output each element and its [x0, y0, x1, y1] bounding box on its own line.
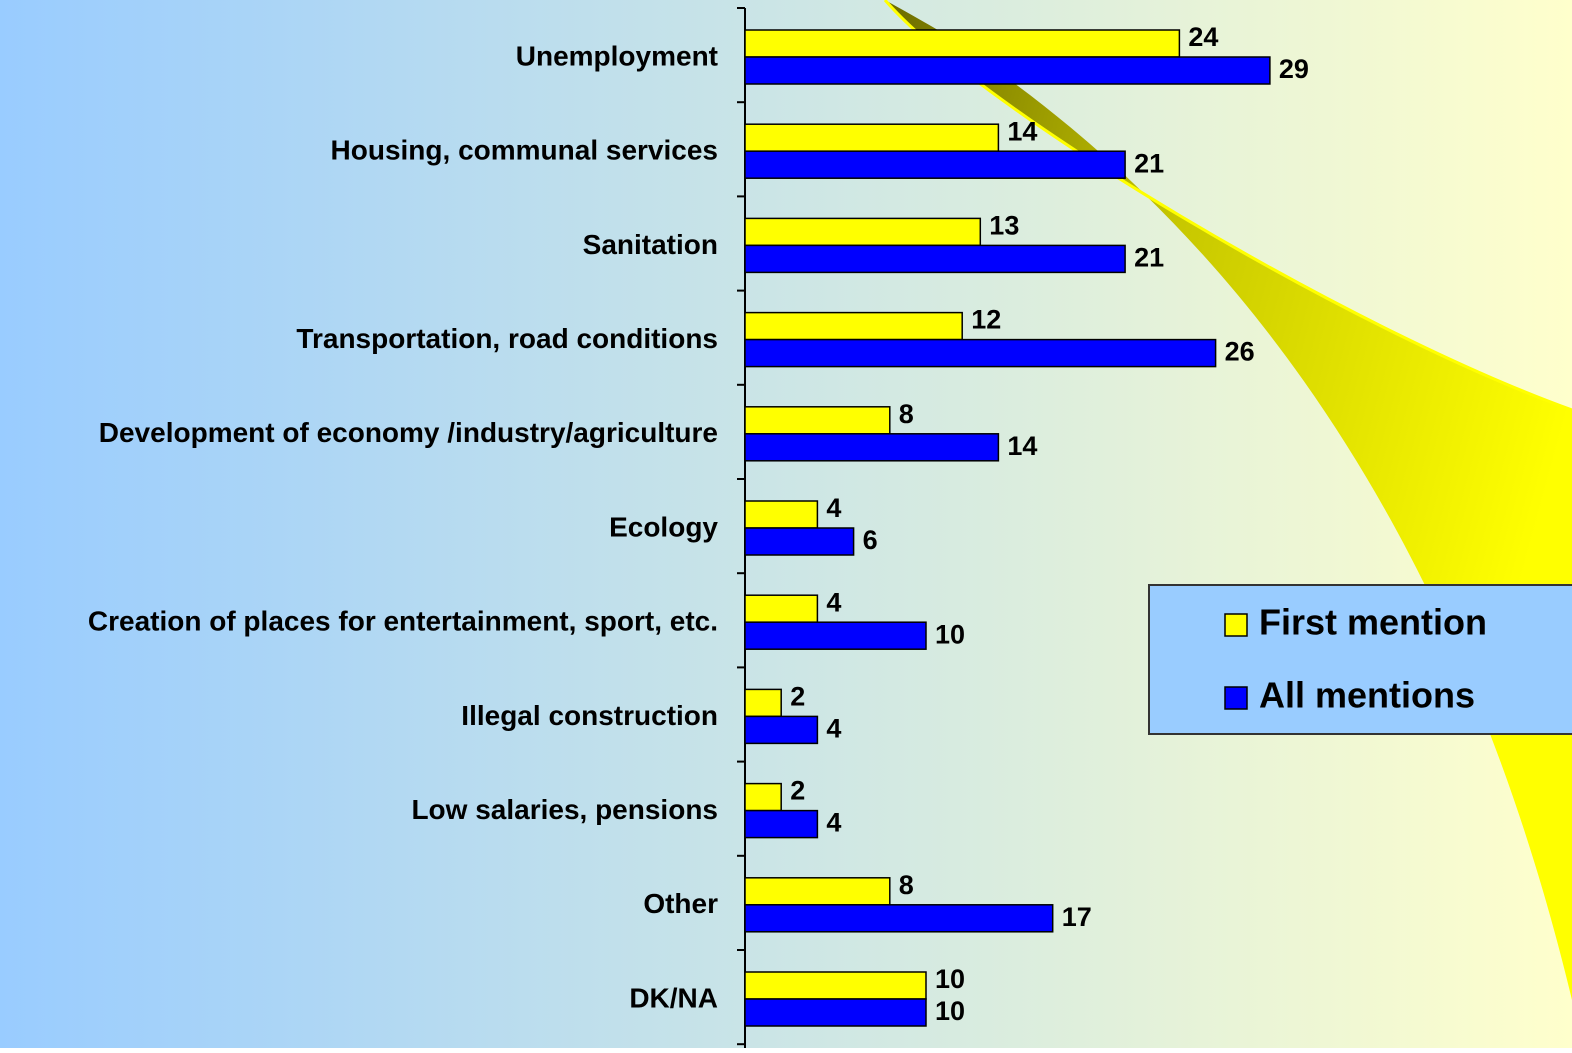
category-label: Housing, communal services — [331, 135, 718, 166]
value-label: 14 — [1007, 431, 1037, 461]
value-label: 8 — [899, 870, 914, 900]
value-label: 10 — [935, 964, 965, 994]
bar — [744, 311, 963, 341]
category-label: Transportation, road conditions — [296, 323, 718, 354]
value-label: 4 — [826, 587, 841, 617]
value-label: 10 — [935, 996, 965, 1026]
category-label: Creation of places for entertainment, sp… — [88, 606, 718, 637]
value-label: 4 — [826, 493, 841, 523]
value-label: 17 — [1062, 902, 1092, 932]
bar — [744, 56, 1271, 85]
value-label: 21 — [1134, 243, 1164, 273]
legend-label: All mentions — [1259, 675, 1475, 716]
bar — [744, 877, 891, 906]
bar — [744, 594, 819, 623]
category-label: Ecology — [609, 511, 718, 542]
bar — [744, 971, 927, 1000]
legend-swatch — [1224, 613, 1248, 637]
bar — [744, 500, 819, 529]
bar — [744, 527, 855, 556]
value-label: 2 — [790, 682, 805, 712]
bar — [744, 150, 1126, 179]
category-label: Development of economy /industry/agricul… — [99, 417, 718, 448]
bar — [744, 715, 819, 745]
bar — [744, 244, 1126, 274]
value-label: 4 — [826, 808, 841, 838]
value-label: 13 — [989, 211, 1019, 241]
value-label: 8 — [899, 399, 914, 429]
bar — [744, 29, 1181, 58]
value-label: 6 — [863, 525, 878, 555]
category-label: Unemployment — [516, 40, 718, 71]
bar — [744, 217, 982, 247]
value-label: 29 — [1279, 54, 1309, 84]
bar — [744, 621, 927, 650]
bar — [744, 688, 782, 718]
value-label: 12 — [971, 305, 1001, 335]
bar — [744, 123, 1000, 152]
bar — [744, 809, 819, 839]
value-label: 4 — [826, 714, 841, 744]
decorative-swoosh — [885, 0, 1572, 1000]
bar — [744, 406, 891, 435]
legend-swatch — [1224, 686, 1248, 710]
bar — [744, 904, 1054, 933]
category-label: DK/NA — [629, 982, 718, 1013]
value-label: 21 — [1134, 148, 1164, 178]
bar — [744, 782, 782, 812]
value-label: 14 — [1007, 116, 1037, 146]
value-label: 10 — [935, 619, 965, 649]
category-label: Illegal construction — [461, 700, 718, 731]
category-label: Other — [643, 888, 718, 919]
bar — [744, 433, 1000, 462]
value-label: 26 — [1225, 337, 1255, 367]
value-label: 2 — [790, 776, 805, 806]
category-label: Low salaries, pensions — [411, 794, 718, 825]
category-label: Sanitation — [583, 229, 718, 260]
bar — [744, 998, 927, 1027]
legend: First mention All mentions — [1148, 584, 1572, 735]
value-label: 24 — [1188, 22, 1218, 52]
legend-box — [1148, 584, 1572, 735]
bar — [744, 338, 1217, 368]
legend-label: First mention — [1259, 602, 1487, 643]
